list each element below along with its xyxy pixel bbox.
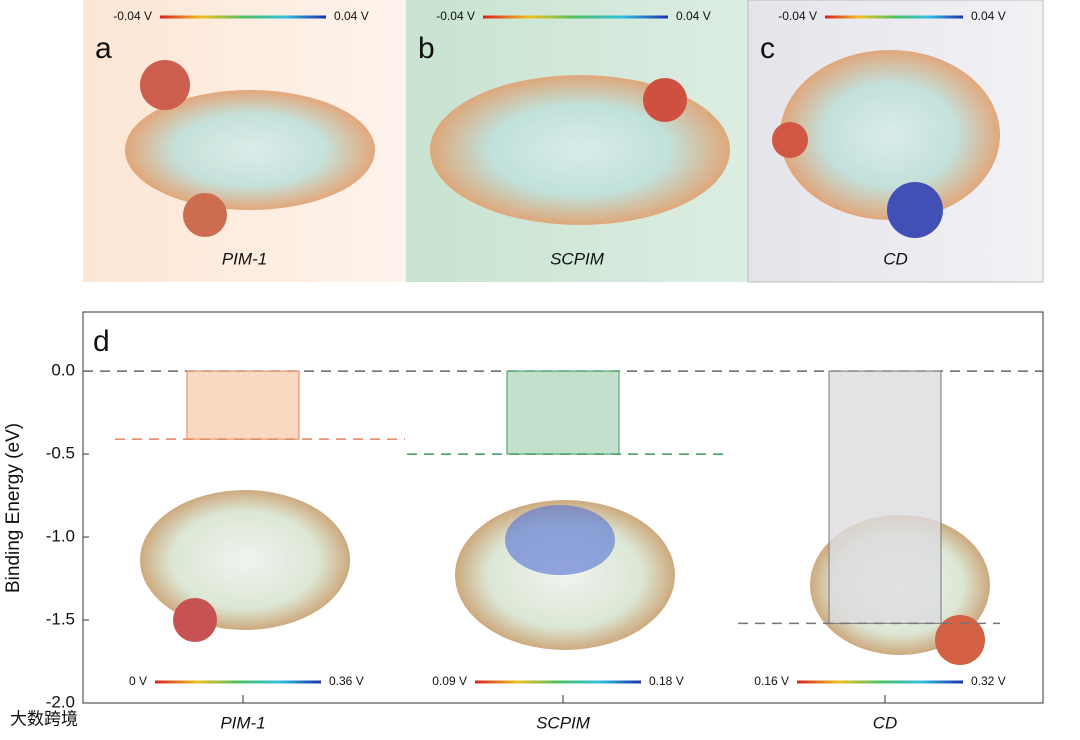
panel-letter: c [760, 32, 775, 65]
scale-min: 0 V [129, 674, 147, 688]
panel-name: CD [883, 249, 908, 268]
bar [506, 370, 620, 455]
colorbar [475, 680, 641, 684]
scale-max: 0.32 V [971, 674, 1006, 688]
panel-letter: d [93, 325, 110, 358]
scale-min: -0.04 V [113, 9, 152, 23]
panel-letter: a [95, 32, 112, 65]
scale-min: -0.04 V [778, 9, 817, 23]
x-tick-label: CD [873, 713, 898, 732]
y-tick-label: -2.0 [46, 692, 75, 711]
colorbar [483, 15, 668, 19]
y-axis-title: Binding Energy (eV) [3, 423, 24, 593]
bar [186, 370, 300, 440]
y-tick-label: 0.0 [51, 361, 75, 380]
scale-min: -0.04 V [436, 9, 475, 23]
scale-min: 0.09 V [432, 674, 467, 688]
y-tick-label: -1.0 [46, 527, 75, 546]
scale-max: 0.18 V [649, 674, 684, 688]
scale-min: 0.16 V [754, 674, 789, 688]
scale-max: 0.04 V [971, 9, 1006, 23]
watermark: 大数跨境 [10, 709, 78, 728]
scale-max: 0.36 V [329, 674, 364, 688]
bar [828, 370, 942, 624]
scale-max: 0.04 V [334, 9, 369, 23]
panel-name: PIM-1 [222, 249, 267, 268]
scale-max: 0.04 V [676, 9, 711, 23]
panel-name: SCPIM [550, 249, 605, 268]
colorbar [155, 680, 321, 684]
y-tick-label: -0.5 [46, 444, 75, 463]
colorbar [160, 15, 326, 19]
y-tick-label: -1.5 [46, 610, 75, 629]
colorbar [825, 15, 963, 19]
panel-letter: b [418, 32, 435, 65]
colorbar [797, 680, 963, 684]
x-tick-label: PIM-1 [220, 713, 265, 732]
x-tick-label: SCPIM [536, 713, 591, 732]
